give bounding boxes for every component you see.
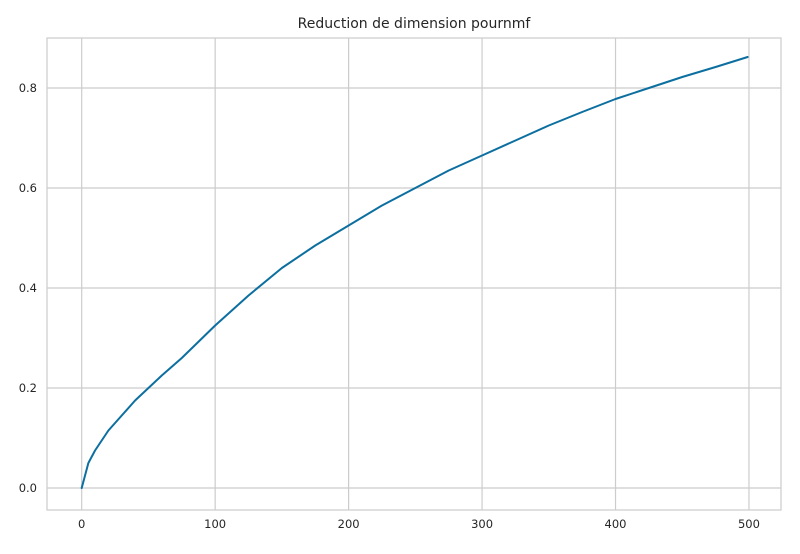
x-tick-label: 200 [338, 517, 360, 531]
y-tick-label: 0.0 [19, 481, 37, 495]
x-tick-label: 300 [471, 517, 493, 531]
tick-labels: 0 100 200 300 400 500 0.0 0.2 0.4 0.6 0.8 [19, 81, 760, 531]
x-tick-label: 0 [78, 517, 85, 531]
x-tick-label: 500 [738, 517, 760, 531]
x-tick-label: 400 [605, 517, 627, 531]
chart-title: Reduction de dimension pournmf [298, 16, 532, 32]
y-tick-label: 0.6 [19, 181, 37, 195]
y-tick-label: 0.2 [19, 381, 37, 395]
series-line [80, 56, 749, 489]
x-tick-label: 100 [204, 517, 226, 531]
series [80, 56, 749, 489]
y-tick-label: 0.4 [19, 281, 37, 295]
y-tick-label: 0.8 [19, 81, 37, 95]
plot-frame [46, 37, 782, 511]
grid [47, 38, 781, 510]
